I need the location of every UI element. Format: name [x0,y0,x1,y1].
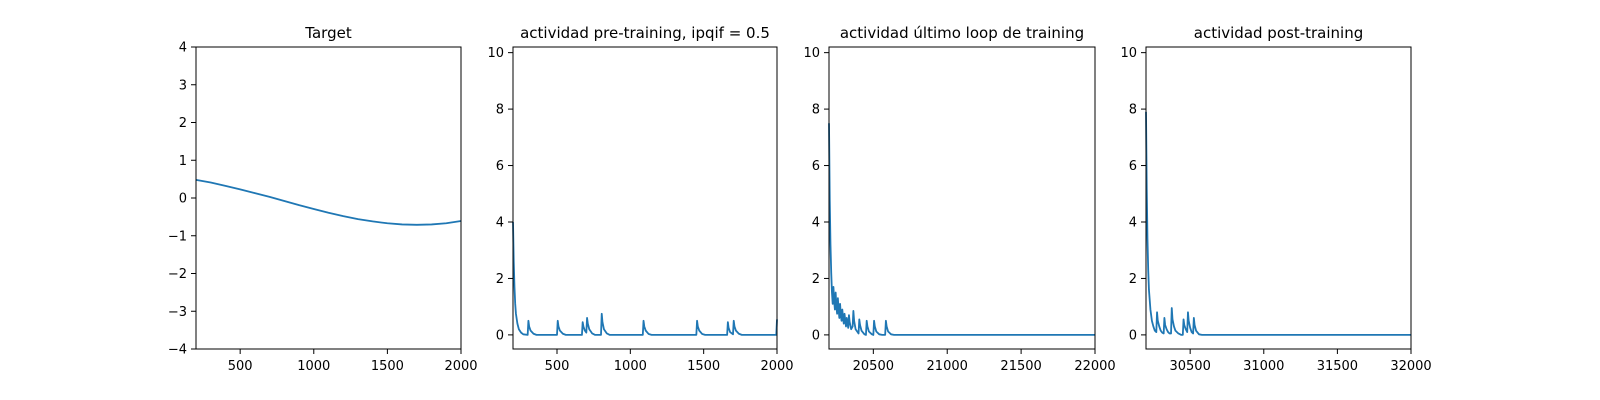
x-tick-label: 30500 [1169,359,1210,374]
y-tick-label: 10 [1120,46,1137,61]
panel-target: 500 1000 1500 2000 −4 −3 −2 −1 0 1 2 3 4 Target [168,24,478,374]
y-tick-label: 10 [803,46,820,61]
x-tick-label: 20500 [853,359,894,374]
series-line-0 [1145,111,1411,336]
x-tick-label: 1500 [371,359,404,374]
x-tick-label: 500 [545,359,570,374]
series-line-0 [828,123,1095,336]
plot-frame [1145,46,1412,350]
chart-title: actividad último loop de training [840,24,1084,42]
panel-pre-training: 500 1000 1500 2000 0 2 4 6 8 10 actividad pre-trai… [487,24,793,374]
y-tick-label: −1 [168,229,187,244]
y-tick-label: 6 [1129,159,1137,174]
y-tick-label: 1 [179,154,187,169]
y-tick-label: 4 [1129,215,1137,230]
x-tick-label: 21500 [1000,359,1041,374]
x-tick-label: 1000 [297,359,330,374]
y-tick-label: 4 [496,215,504,230]
y-tick-label: 6 [812,159,820,174]
y-tick-label: 3 [179,78,187,93]
x-tick-label: 22000 [1074,359,1115,374]
x-tick-label: 31500 [1317,359,1358,374]
x-tick-label: 1000 [614,359,647,374]
y-tick-label: 4 [179,41,187,56]
x-tick-label: 1500 [687,359,720,374]
plot-frame [512,46,778,350]
plot-frame [195,46,462,350]
y-tick-label: 8 [812,103,820,118]
y-tick-label: 8 [1129,103,1137,118]
x-tick-label: 500 [228,359,253,374]
chart-title: Target [304,24,352,42]
y-tick-label: 2 [179,116,187,131]
x-tick-label: 31000 [1243,359,1284,374]
chart-title: actividad pre-training, ipqif = 0.5 [520,24,770,42]
y-tick-label: −4 [168,343,187,358]
chart-title: actividad post-training [1194,24,1363,42]
y-tick-label: 0 [496,328,504,343]
y-tick-label: 10 [487,46,504,61]
series-line-0 [512,221,778,336]
y-tick-label: 8 [496,103,504,118]
y-tick-label: −2 [168,267,187,282]
y-tick-label: 2 [496,272,504,287]
y-tick-label: 2 [1129,272,1137,287]
y-tick-label: 0 [1129,328,1137,343]
x-tick-label: 21000 [927,359,968,374]
x-tick-label: 32000 [1390,359,1431,374]
y-tick-label: 0 [179,192,187,207]
x-tick-label: 2000 [444,359,477,374]
y-tick-label: 0 [812,328,820,343]
plot-frame [828,46,1096,350]
y-tick-label: −3 [168,305,187,320]
y-tick-label: 4 [812,215,820,230]
y-tick-label: 2 [812,272,820,287]
series-line-0 [195,178,462,226]
panel-post-training: 30500 31000 31500 32000 0 2 4 6 8 10 actividad pos… [1120,24,1431,374]
y-tick-label: 6 [496,159,504,174]
x-tick-label: 2000 [760,359,793,374]
panel-last-training-loop: 20500 21000 21500 22000 0 2 4 6 8 10 actividad últ… [803,24,1115,374]
